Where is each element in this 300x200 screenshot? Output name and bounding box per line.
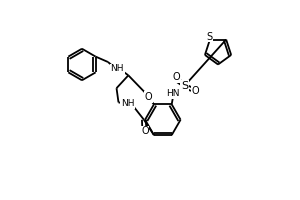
- Text: HN: HN: [167, 89, 180, 98]
- Text: O: O: [144, 92, 152, 102]
- Text: NH: NH: [111, 64, 124, 73]
- Text: S: S: [181, 81, 188, 91]
- Text: S: S: [206, 32, 212, 42]
- Text: O: O: [141, 126, 149, 136]
- Text: O: O: [172, 72, 180, 82]
- Text: O: O: [191, 86, 199, 96]
- Text: NH: NH: [121, 99, 134, 108]
